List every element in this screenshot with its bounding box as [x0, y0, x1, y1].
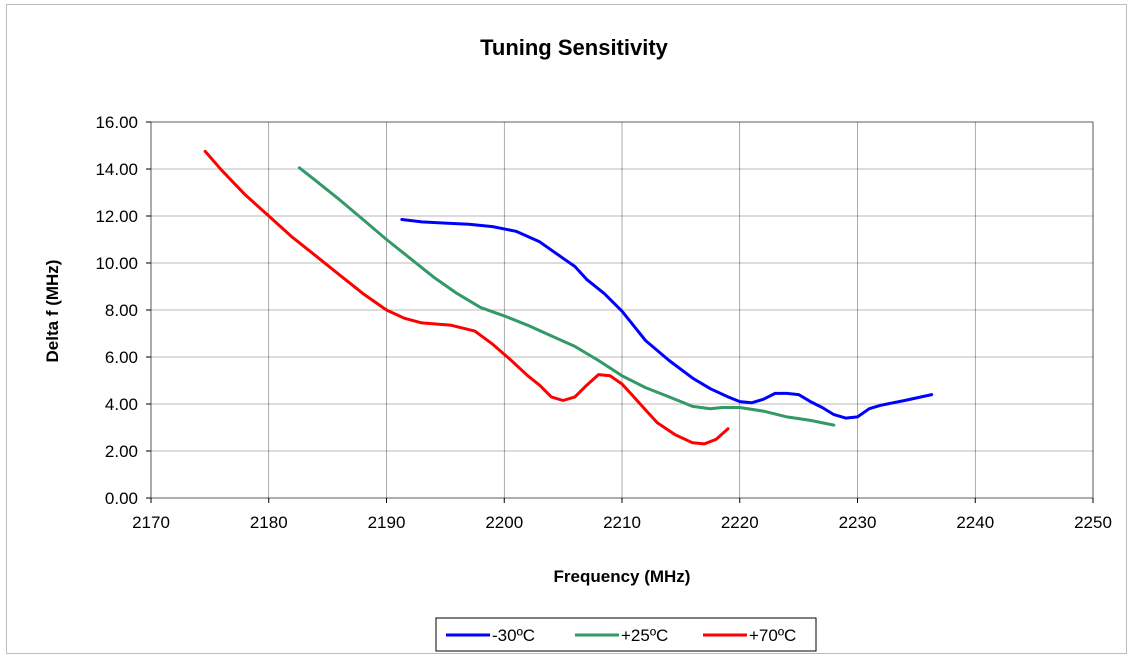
legend-label-0: -30ºC — [492, 626, 535, 645]
x-tick-label: 2230 — [839, 513, 877, 532]
x-tick-label: 2170 — [132, 513, 170, 532]
y-tick-label: 8.00 — [105, 301, 138, 320]
x-axis-title: Frequency (MHz) — [554, 567, 691, 586]
y-axis-ticks: 0.00 2.00 4.00 6.00 8.00 10.00 12.00 14.00 16.00 — [95, 113, 151, 508]
x-tick-label: 2200 — [485, 513, 523, 532]
x-tick-label: 2190 — [368, 513, 406, 532]
y-tick-label: 2.00 — [105, 442, 138, 461]
chart-frame: Tuning Sensitivity 2170 2180 2190 2200 2210 2… — [6, 4, 1127, 654]
y-tick-label: 12.00 — [95, 207, 138, 226]
legend-box — [435, 617, 817, 652]
legend-label-1: +25ºC — [621, 626, 668, 645]
y-tick-label: 16.00 — [95, 113, 138, 132]
legend: -30ºC +25ºC +70ºC — [435, 617, 817, 652]
series-line-1 — [297, 166, 836, 427]
x-tick-label: 2240 — [956, 513, 994, 532]
x-tick-label: 2220 — [721, 513, 759, 532]
legend-label-2: +70ºC — [749, 626, 796, 645]
y-tick-label: 10.00 — [95, 254, 138, 273]
x-tick-label: 2210 — [603, 513, 641, 532]
y-axis-title: Delta f (MHz) — [43, 260, 62, 363]
tuning-sensitivity-chart: Tuning Sensitivity 2170 2180 2190 2200 2210 2… — [43, 35, 1112, 652]
y-tick-label: 4.00 — [105, 395, 138, 414]
chart-title: Tuning Sensitivity — [480, 35, 669, 60]
y-tick-label: 14.00 — [95, 160, 138, 179]
series-lines — [203, 149, 934, 446]
y-tick-label: 6.00 — [105, 348, 138, 367]
series-line-2 — [203, 149, 730, 446]
x-tick-label: 2180 — [250, 513, 288, 532]
x-tick-label: 2250 — [1074, 513, 1112, 532]
y-tick-label: 0.00 — [105, 489, 138, 508]
x-axis-ticks: 2170 2180 2190 2200 2210 2220 2230 2240 2250 — [132, 498, 1112, 532]
series-line-0 — [400, 218, 934, 420]
